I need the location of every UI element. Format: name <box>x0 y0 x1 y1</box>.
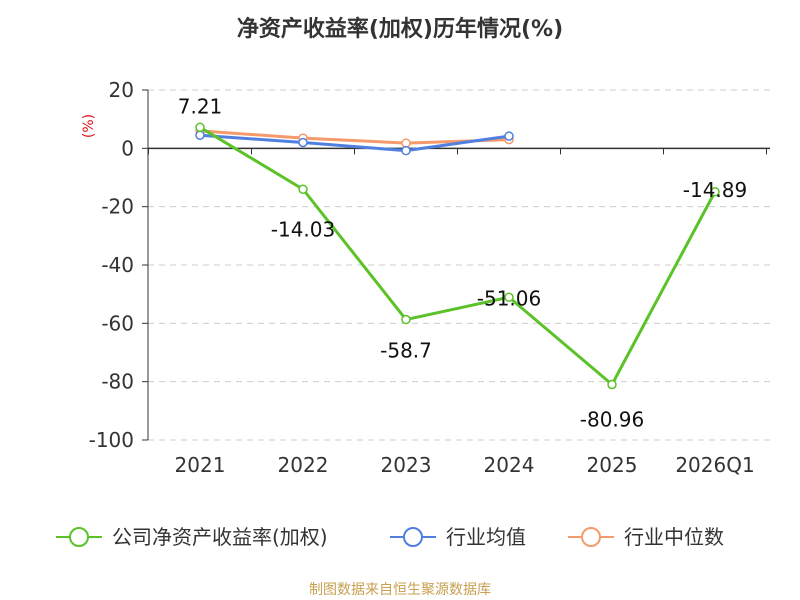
legend-label: 公司净资产收益率(加权) <box>112 525 328 549</box>
y-tick-label: -100 <box>89 428 134 452</box>
y-tick-label: -80 <box>101 370 134 394</box>
y-tick-label: -20 <box>101 195 134 219</box>
legend: 公司净资产收益率(加权) 行业均值 行业中位数 <box>56 525 724 549</box>
y-tick-labels: 20 0 -20 -40 -60 -80 -100 <box>89 78 134 452</box>
series-0-point <box>607 379 617 390</box>
y-tick-label: -40 <box>101 253 134 277</box>
series-0-point <box>710 187 720 197</box>
data-label: -80.96 <box>580 407 644 431</box>
series-0-point <box>401 314 411 325</box>
series-line-2 <box>199 129 510 145</box>
x-tick-label: 2026Q1 <box>675 453 754 477</box>
series-line-0 <box>199 126 717 386</box>
legend-label: 行业中位数 <box>624 525 724 549</box>
x-tick-label: 2023 <box>381 453 432 477</box>
grid-lines <box>148 89 770 441</box>
x-tick-label: 2021 <box>175 453 226 477</box>
x-tick-label: 2022 <box>278 453 329 477</box>
series-0-point <box>298 184 308 195</box>
axes <box>142 89 770 441</box>
series-lines <box>195 122 720 390</box>
data-label: -51.06 <box>477 286 541 310</box>
legend-marker-circle <box>581 527 601 547</box>
data-label: -14.89 <box>683 178 747 202</box>
data-labels: 7.21 -14.03 -58.7 -51.06 -80.96 -14.89 <box>178 94 748 431</box>
y-tick-label: 0 <box>121 136 134 160</box>
legend-marker-circle <box>69 527 89 547</box>
series-line-1 <box>199 133 510 153</box>
series-0-point <box>504 292 514 303</box>
source-note: 制图数据来自恒生聚源数据库 <box>309 582 491 598</box>
series-1-point <box>298 137 308 148</box>
legend-marker-circle <box>403 527 423 547</box>
series-1-point <box>195 130 205 140</box>
x-tick-labels: 2021 2022 2023 2024 2025 2026Q1 <box>175 453 755 477</box>
data-label: -58.7 <box>380 339 432 363</box>
y-tick-label: -60 <box>101 311 134 335</box>
series-1-point <box>504 131 514 141</box>
data-label: -14.03 <box>271 217 335 241</box>
data-label: 7.21 <box>178 94 223 118</box>
y-tick-label: 20 <box>109 78 134 102</box>
series-2-point <box>401 138 411 148</box>
series-0-point <box>195 122 205 133</box>
x-tick-label: 2024 <box>484 453 535 477</box>
legend-label: 行业均值 <box>446 525 526 549</box>
chart-title: 净资产收益率(加权)历年情况(%) <box>237 16 563 42</box>
series-1-point <box>401 145 411 156</box>
x-tick-label: 2025 <box>587 453 638 477</box>
y-axis-unit-label: (%) <box>81 114 97 138</box>
